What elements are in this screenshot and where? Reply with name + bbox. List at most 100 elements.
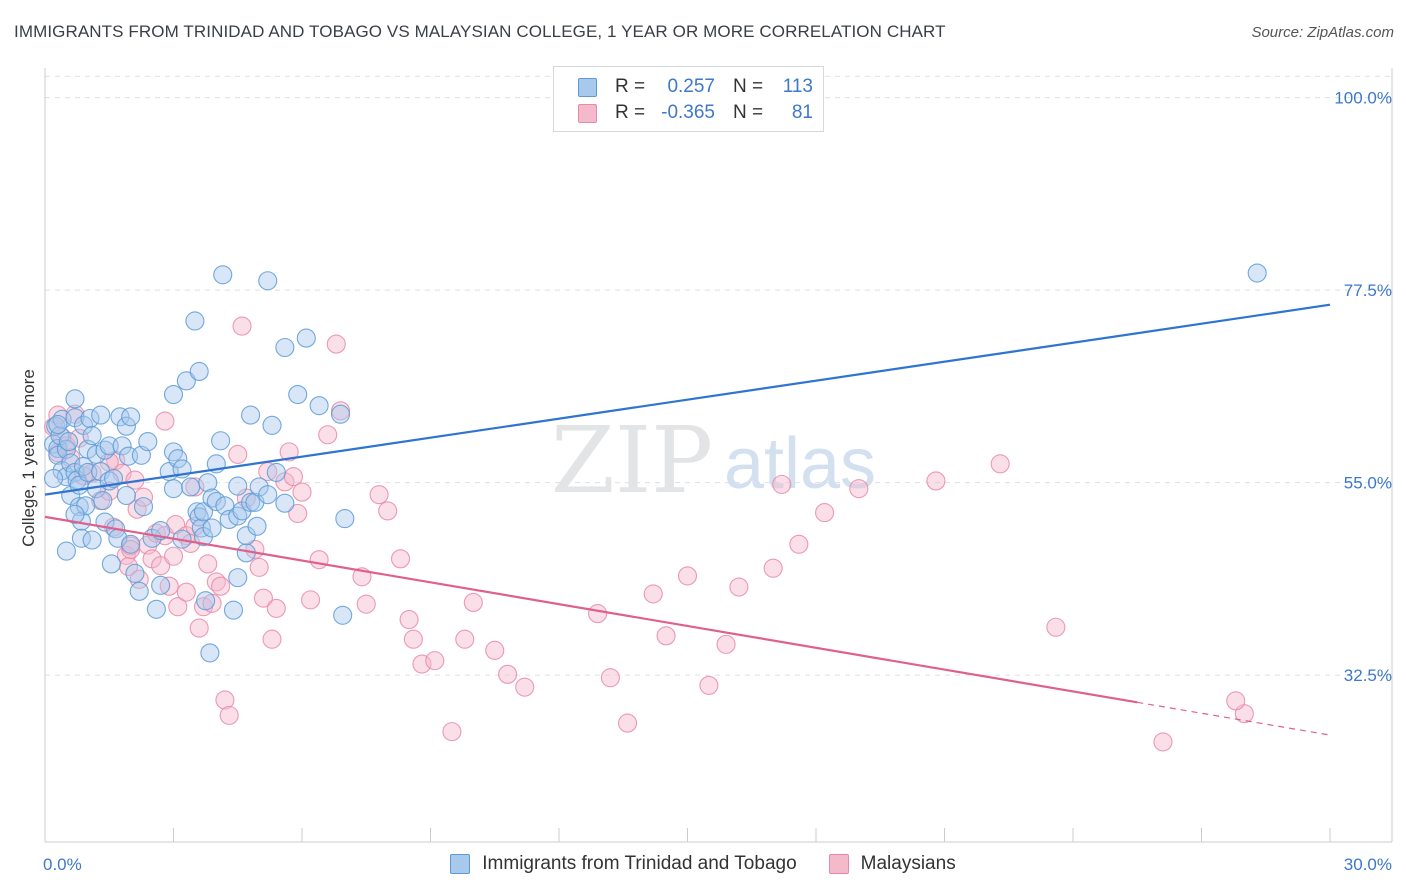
data-point <box>163 384 184 405</box>
data-point <box>241 405 261 425</box>
data-point <box>390 549 411 569</box>
data-point <box>151 556 171 576</box>
legend-swatch-blue <box>450 854 471 874</box>
data-point <box>56 541 76 561</box>
data-point <box>155 411 175 431</box>
data-point <box>101 554 121 574</box>
data-point <box>425 651 445 671</box>
series-malaysians <box>44 316 1254 752</box>
data-point <box>189 361 209 381</box>
data-point <box>232 316 252 336</box>
data-point <box>91 405 111 425</box>
data-point <box>223 600 244 620</box>
data-point <box>228 444 248 464</box>
data-point <box>241 492 261 512</box>
data-point <box>729 577 749 597</box>
data-point <box>333 605 353 625</box>
data-point <box>200 643 220 663</box>
data-point <box>266 462 286 482</box>
source-label: Source: ZipAtlas.com <box>1251 24 1394 41</box>
data-point <box>1247 263 1267 283</box>
data-point <box>202 518 222 538</box>
legend-row-pink: R = -0.365 N = 81 <box>578 100 813 126</box>
data-point <box>275 493 295 513</box>
data-point <box>138 432 158 452</box>
series-trinidad-tobago <box>44 263 1267 663</box>
data-point <box>198 554 218 574</box>
legend-label: Immigrants from Trinidad and Tobago <box>482 853 797 874</box>
data-point <box>266 598 286 618</box>
data-point <box>163 546 184 566</box>
data-point <box>485 640 505 660</box>
data-point <box>82 530 102 550</box>
data-point <box>1153 732 1173 752</box>
data-point <box>168 449 188 469</box>
y-tick-label: 32.5% <box>1344 666 1392 685</box>
data-point <box>498 664 518 684</box>
data-point <box>716 634 736 654</box>
x-tick-labels: 0.0% 30.0% <box>43 855 1392 874</box>
data-point <box>258 485 278 505</box>
watermark-zip: ZIP <box>551 407 713 514</box>
data-point <box>176 371 196 391</box>
data-point <box>93 491 113 511</box>
data-point <box>926 471 946 491</box>
data-point <box>412 654 432 674</box>
data-point <box>211 431 231 451</box>
data-point <box>815 503 835 523</box>
data-point <box>146 599 166 619</box>
data-point <box>677 566 698 586</box>
data-point <box>772 474 792 494</box>
data-point <box>228 568 248 588</box>
legend-n-value: 81 <box>791 102 813 123</box>
data-point <box>129 581 149 601</box>
data-point <box>301 590 321 610</box>
data-point <box>849 479 869 499</box>
data-point <box>309 396 329 416</box>
x-tick-label: 30.0% <box>1344 855 1392 874</box>
data-point <box>121 539 141 559</box>
data-point <box>198 473 218 493</box>
data-point <box>288 503 308 524</box>
legend-item-malaysians[interactable]: Malaysians <box>828 853 956 875</box>
data-point <box>219 705 239 725</box>
legend-item-trinidad-tobago[interactable]: Immigrants from Trinidad and Tobago <box>450 853 797 875</box>
data-point <box>656 626 676 646</box>
legend-r-value: 0.257 <box>667 76 715 97</box>
data-point <box>369 485 389 505</box>
data-point <box>65 389 85 409</box>
data-point <box>112 436 132 456</box>
data-point <box>288 384 308 405</box>
series-legend: Immigrants from Trinidad and Tobago Mala… <box>0 851 1406 877</box>
data-point <box>309 550 329 570</box>
data-point <box>48 414 68 435</box>
data-point <box>59 432 79 452</box>
data-point <box>279 442 299 462</box>
y-tick-label: 100.0% <box>1334 89 1392 108</box>
data-point <box>253 588 274 608</box>
trend-lines <box>44 303 1331 736</box>
legend-swatch-pink <box>578 103 597 123</box>
data-point <box>699 675 719 695</box>
y-tick-labels: 32.5% 55.0% 77.5% 100.0% <box>1334 89 1392 686</box>
data-point <box>176 582 196 602</box>
trend-line <box>44 515 1138 704</box>
data-point <box>196 591 216 611</box>
data-point <box>262 629 282 649</box>
data-point <box>181 477 201 497</box>
data-point <box>121 407 141 427</box>
data-point <box>211 576 231 596</box>
grid-lines <box>45 75 1392 676</box>
data-point <box>151 575 171 595</box>
x-tick-label: 0.0% <box>43 855 82 874</box>
legend-n-label: N = <box>733 76 764 97</box>
y-tick-label: 55.0% <box>1344 474 1392 493</box>
legend-r-label: R = <box>615 102 646 123</box>
data-point <box>163 479 184 499</box>
correlation-legend: R = 0.257 N = 113 R = -0.365 N = 81 <box>553 66 824 132</box>
legend-swatch-pink <box>828 854 849 874</box>
data-point <box>643 584 663 604</box>
legend-n-label: N = <box>733 102 764 123</box>
legend-label: Malaysians <box>860 853 956 874</box>
axes <box>44 68 1393 843</box>
